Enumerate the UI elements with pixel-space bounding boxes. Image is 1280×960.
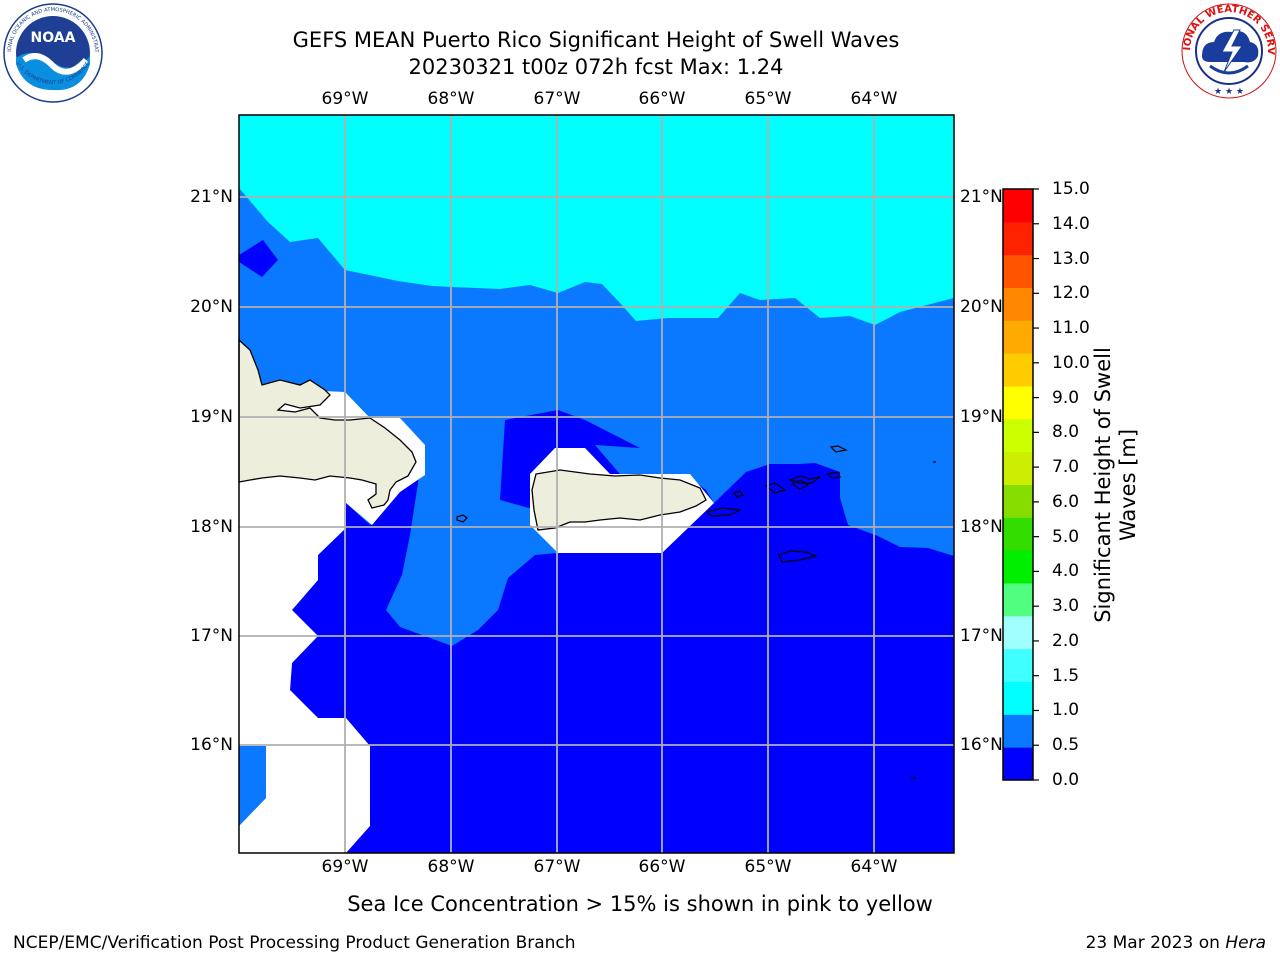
colorbar-segment [1003, 418, 1033, 453]
map-gridlines [239, 115, 954, 853]
colorbar-tick-label: 7.0 [1052, 457, 1080, 478]
lon-tick-label: 66°W [638, 857, 686, 877]
colorbar-tick-label: 9.0 [1052, 387, 1080, 408]
lon-tick-label: 68°W [427, 89, 475, 109]
sea-ice-note: Sea Ice Concentration > 15% is shown in … [347, 892, 933, 916]
colorbar-tick-label: 1.0 [1052, 700, 1080, 721]
nws-logo: NATIONAL WEATHER SERVICE ★ ★ ★ [1180, 2, 1277, 99]
lon-tick-label: 67°W [533, 857, 581, 877]
lat-tick-label: 16°N [960, 735, 1003, 755]
colorbar-tick-label: 14.0 [1052, 213, 1090, 234]
colorbar-tick-label: 2.0 [1052, 630, 1080, 651]
colorbar-tick-label: 15.0 [1052, 179, 1090, 199]
lat-tick-label: 16°N [190, 735, 233, 755]
colorbar-segment [1003, 615, 1033, 650]
colorbar-segment [1003, 681, 1033, 715]
colorbar-tick-label: 6.0 [1052, 491, 1080, 512]
colorbar [1002, 188, 1039, 781]
colorbar-segment [1003, 648, 1033, 682]
lat-tick-label: 18°N [190, 517, 233, 537]
map-plot [238, 114, 955, 854]
colorbar-tick-label: 11.0 [1052, 318, 1090, 339]
footer-date-text: 23 Mar 2023 on [1085, 933, 1226, 953]
colorbar-tick-label: 5.0 [1052, 526, 1080, 547]
colorbar-segment [1003, 583, 1033, 617]
colorbar-tick-label: 8.0 [1052, 422, 1080, 443]
chart-title: GEFS MEAN Puerto Rico Significant Height… [292, 28, 900, 52]
colorbar-tick-label: 1.5 [1052, 665, 1080, 686]
lon-tick-label: 69°W [321, 857, 369, 877]
colorbar-segment [1003, 287, 1033, 321]
lon-tick-label: 65°W [744, 857, 792, 877]
colorbar-tick-label: 0.0 [1052, 770, 1080, 790]
colorbar-title-line1: Significant Height of Swell [1091, 347, 1115, 623]
colorbar-tick-label: 13.0 [1052, 248, 1090, 269]
lat-tick-label: 21°N [190, 187, 233, 207]
colorbar-segment [1003, 189, 1033, 223]
lat-tick-label: 18°N [960, 517, 1003, 537]
lon-tick-label: 65°W [744, 89, 792, 109]
footer-machine: Hera [1225, 933, 1266, 953]
lat-tick-label: 17°N [190, 626, 233, 646]
colorbar-tick-label: 4.0 [1052, 561, 1080, 582]
noaa-logo-text: NOAA [31, 30, 76, 46]
colorbar-tick-label: 12.0 [1052, 283, 1090, 304]
noaa-logo: NOAA NATIONAL OCEANIC AND ATMOSPHERIC AD… [2, 2, 103, 103]
lon-tick-label: 67°W [533, 89, 581, 109]
lon-tick-label: 66°W [638, 89, 686, 109]
colorbar-tick-label: 3.0 [1052, 596, 1080, 617]
colorbar-segment [1003, 320, 1033, 354]
lon-tick-label: 69°W [321, 89, 369, 109]
colorbar-title-line2: Waves [m] [1116, 428, 1140, 542]
colorbar-tick-label: 10.0 [1052, 352, 1090, 373]
colorbar-segment [1003, 517, 1033, 551]
colorbar-segment [1003, 484, 1033, 518]
lon-tick-label: 64°W [850, 857, 898, 877]
colorbar-frame [1002, 188, 1034, 781]
small-islands [456, 445, 936, 779]
colorbar-segment [1003, 550, 1033, 584]
colorbar-segment [1003, 714, 1033, 748]
lat-tick-label: 20°N [190, 297, 233, 317]
footer-branch: NCEP/EMC/Verification Post Processing Pr… [13, 933, 576, 953]
lon-tick-label: 64°W [850, 89, 898, 109]
lat-tick-label: 19°N [190, 407, 233, 427]
colorbar-segment [1003, 221, 1033, 256]
swell-band-0-to-0-5 [239, 410, 954, 853]
swell-band-1-0-to-1-5 [239, 115, 954, 325]
chart-subtitle: 20230321 t00z 072h fcst Max: 1.24 [408, 55, 784, 79]
colorbar-segment [1003, 747, 1033, 781]
colorbar-segment [1003, 451, 1033, 485]
lat-tick-label: 19°N [960, 407, 1003, 427]
lon-tick-label: 68°W [427, 857, 475, 877]
colorbar-segment [1003, 386, 1033, 420]
hispaniola-land [238, 338, 417, 509]
lat-tick-label: 20°N [960, 297, 1003, 317]
colorbar-segment [1003, 353, 1033, 387]
svg-text:★ ★ ★: ★ ★ ★ [1214, 87, 1244, 97]
lat-tick-label: 21°N [960, 187, 1003, 207]
map-frame [238, 114, 955, 854]
colorbar-segment [1003, 254, 1033, 288]
swell-band-0-to-0-5 [239, 240, 278, 277]
colorbar-tick-label: 0.5 [1052, 735, 1080, 756]
lat-tick-label: 17°N [960, 626, 1003, 646]
footer-date: 23 Mar 2023 on Hera [1086, 932, 1266, 954]
